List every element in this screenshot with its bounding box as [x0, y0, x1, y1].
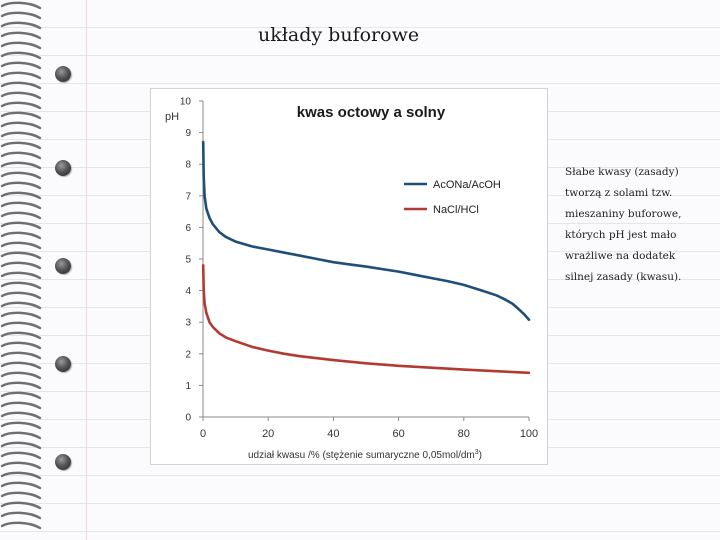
spiral-coil: [0, 161, 42, 170]
punch-hole: [55, 356, 71, 372]
spiral-coil: [0, 401, 42, 410]
y-tick-label: 3: [185, 318, 191, 329]
y-tick-label: 1: [185, 381, 191, 392]
punch-hole: [55, 66, 71, 82]
spiral-coil: [0, 271, 42, 280]
spiral-coil: [0, 71, 42, 80]
spiral-coil: [0, 241, 42, 250]
chart-title: kwas octowy a solny: [297, 104, 446, 121]
y-tick-label: 8: [185, 160, 191, 171]
spiral-coil: [0, 41, 42, 50]
spiral-coil: [0, 121, 42, 130]
spiral-coil: [0, 311, 42, 320]
spiral-coil: [0, 431, 42, 440]
punch-hole: [55, 258, 71, 274]
x-tick-label: 40: [327, 428, 339, 440]
punch-hole: [55, 160, 71, 176]
y-axis-label: pH: [165, 111, 179, 123]
y-tick-label: 0: [185, 413, 191, 424]
spiral-coil: [0, 31, 42, 40]
spiral-coil: [0, 61, 42, 70]
spiral-coil: [0, 461, 42, 470]
spiral-coil: [0, 281, 42, 290]
spiral-coil: [0, 21, 42, 30]
spiral-coil: [0, 361, 42, 370]
spiral-coil: [0, 261, 42, 270]
spiral-coil: [0, 391, 42, 400]
spiral-coil: [0, 11, 42, 20]
spiral-coil: [0, 521, 42, 530]
x-tick-label: 0: [200, 428, 206, 440]
spiral-coil: [0, 231, 42, 240]
spiral-coil: [0, 451, 42, 460]
spiral-coil: [0, 221, 42, 230]
spiral-coil: [0, 291, 42, 300]
y-tick-label: 6: [185, 223, 191, 234]
spiral-coil: [0, 201, 42, 210]
y-tick-label: 7: [185, 191, 191, 202]
spiral-coil: [0, 151, 42, 160]
y-tick-label: 9: [185, 128, 191, 139]
spiral-coil: [0, 421, 42, 430]
spiral-coil: [0, 111, 42, 120]
spiral-coil: [0, 51, 42, 60]
spiral-coil: [0, 381, 42, 390]
x-tick-label: 80: [458, 428, 470, 440]
x-tick-label: 60: [392, 428, 404, 440]
x-axis-label: udział kwasu /% (stężenie sumaryczne 0,0…: [248, 449, 482, 461]
series-line-aconaacoh: [201, 140, 531, 321]
x-tick-label: 100: [520, 428, 538, 440]
description-text: Słabe kwasy (zasady) tworzą z solami tzw…: [565, 166, 682, 283]
y-tick-label: 2: [185, 349, 191, 360]
spiral-coil: [0, 511, 42, 520]
spiral-coil: [0, 341, 42, 350]
spiral-coil: [0, 301, 42, 310]
spiral-coil: [0, 101, 42, 110]
spiral-coil: [0, 131, 42, 140]
x-tick-label: 20: [262, 428, 274, 440]
chart-frame: 0 1 2 3 4 5 6 7 8 9 10 0 20 40 60 80 100 kwas octowy a so…: [150, 88, 548, 465]
spiral-coil: [0, 1, 42, 10]
spiral-coil: [0, 211, 42, 220]
spiral-coil: [0, 351, 42, 360]
spiral-coil: [0, 91, 42, 100]
spiral-coil: [0, 81, 42, 90]
spiral-coil: [0, 181, 42, 190]
slide-title: układy buforowe: [258, 24, 420, 46]
spiral-binding: [0, 1, 42, 530]
series-line-naclhcl: [201, 264, 531, 375]
spiral-coil: [0, 501, 42, 510]
spiral-coil: [0, 371, 42, 380]
spiral-coil: [0, 141, 42, 150]
spiral-coil: [0, 441, 42, 450]
punch-hole: [55, 454, 71, 470]
spiral-coil: [0, 411, 42, 420]
spiral-coil: [0, 331, 42, 340]
legend-label: AcONa/AcOH: [433, 179, 501, 191]
spiral-coil: [0, 481, 42, 490]
spiral-coil: [0, 321, 42, 330]
spiral-coil: [0, 471, 42, 480]
spiral-coil: [0, 491, 42, 500]
spiral-coil: [0, 191, 42, 200]
spiral-coil: [0, 171, 42, 180]
y-tick-label: 5: [185, 255, 191, 266]
margin-line: [86, 0, 87, 540]
y-tick-label: 10: [180, 97, 192, 108]
legend-label: NaCl/HCl: [433, 204, 479, 216]
spiral-coil: [0, 251, 42, 260]
y-tick-label: 4: [185, 286, 191, 297]
